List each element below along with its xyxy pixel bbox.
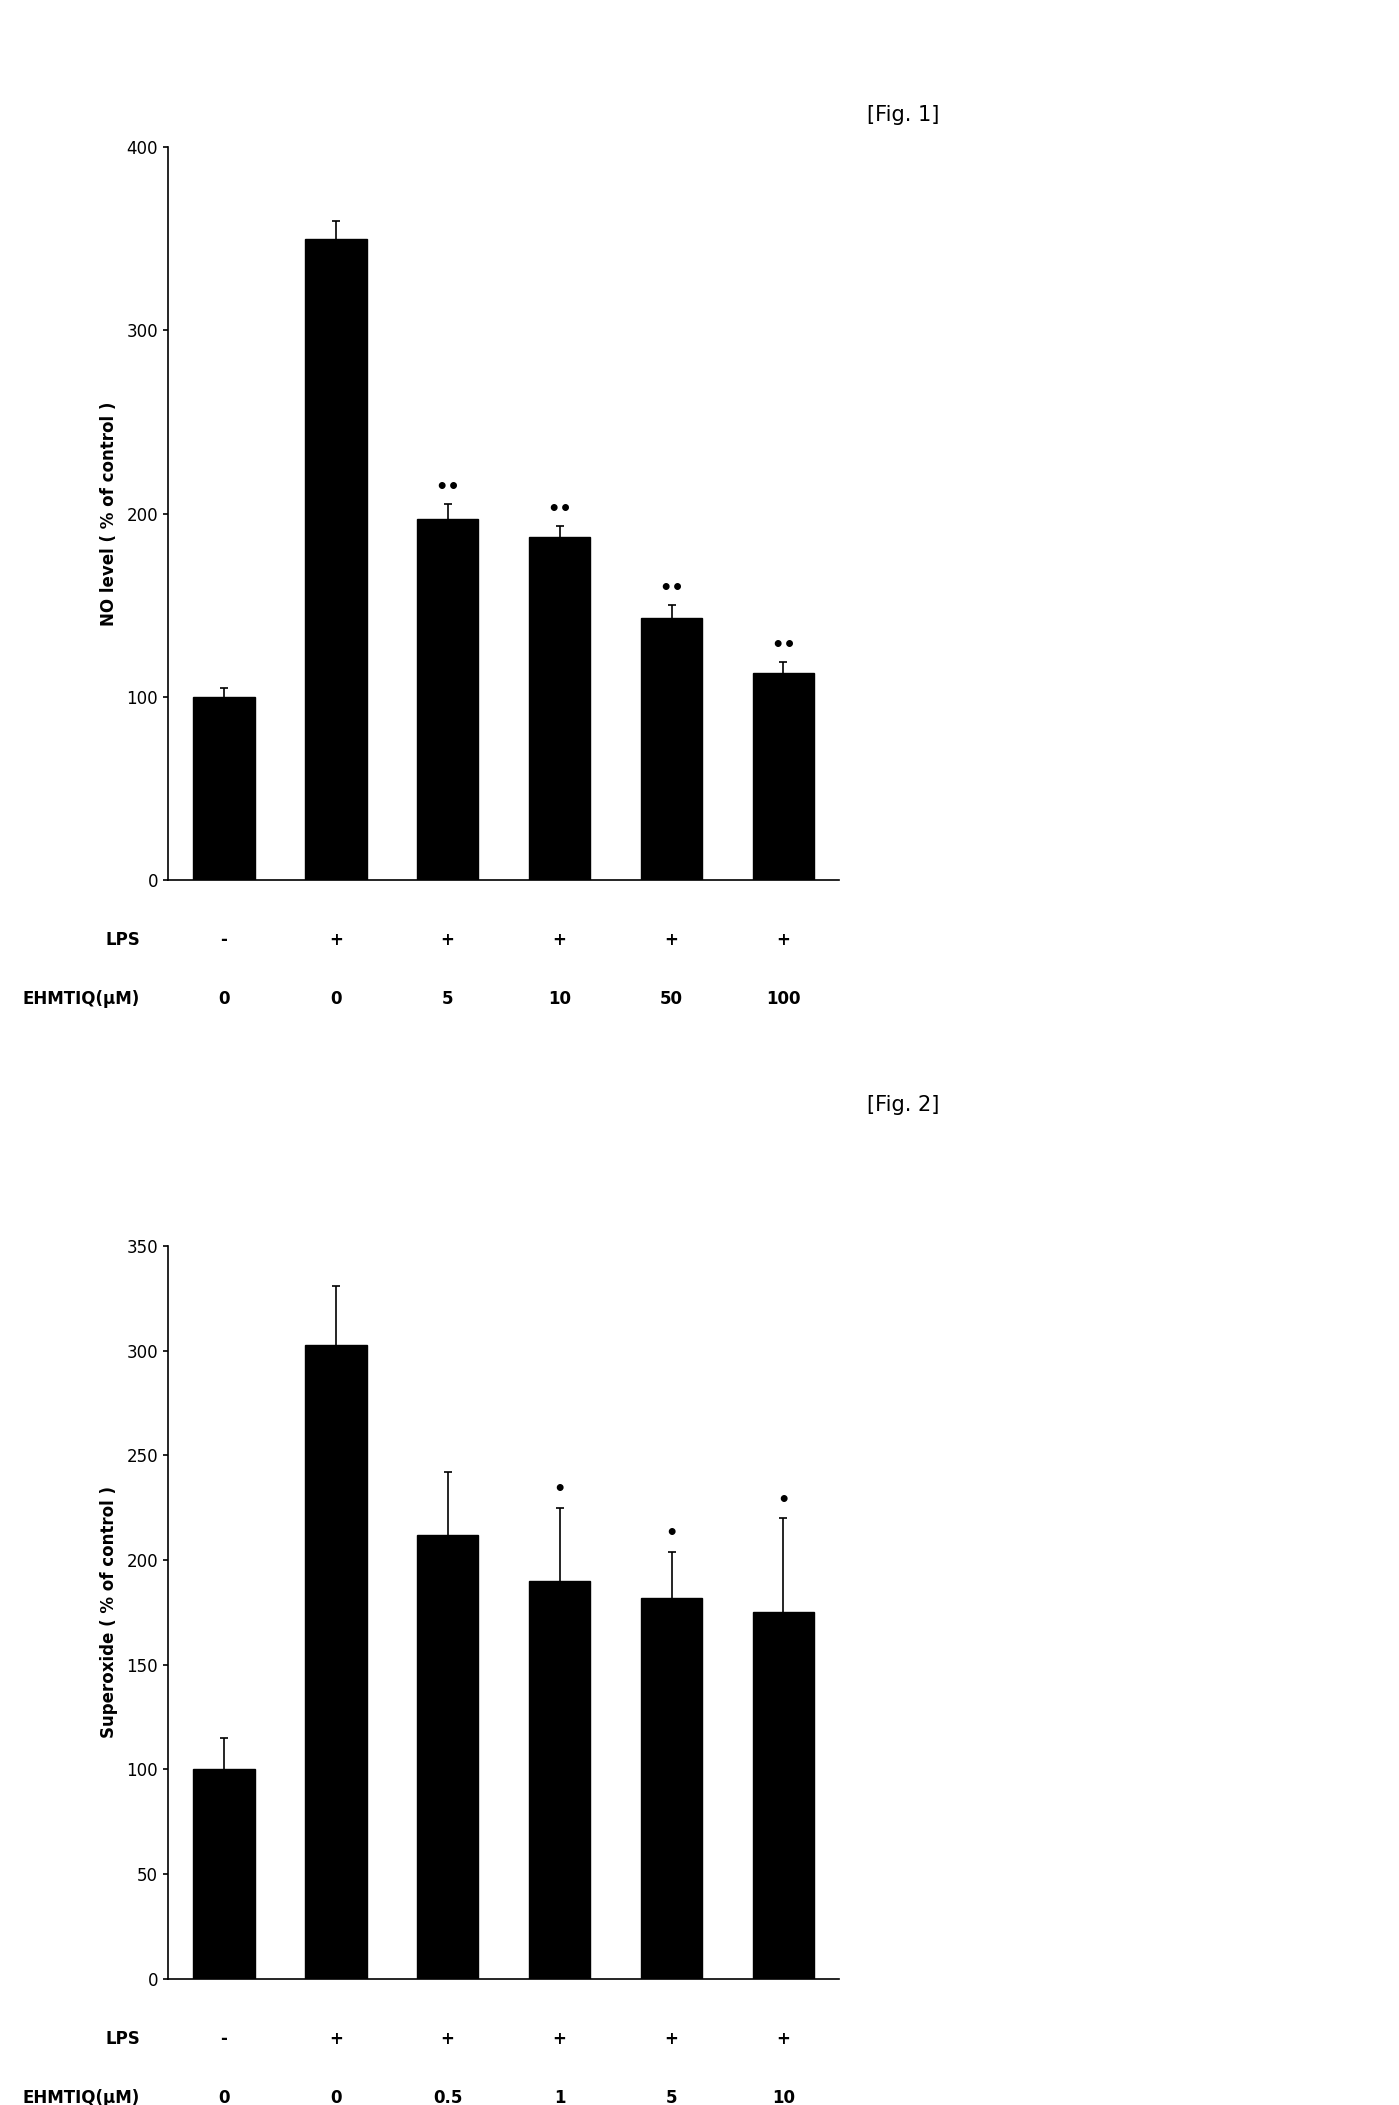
Text: 50: 50 (660, 989, 683, 1008)
Text: 10: 10 (772, 2088, 795, 2105)
Bar (417, 1535, 478, 1979)
Bar (193, 697, 255, 880)
Text: •: • (778, 1490, 789, 1509)
Text: [Fig. 2]: [Fig. 2] (867, 1095, 940, 1116)
Bar (193, 1770, 255, 1979)
Text: +: + (665, 2029, 679, 2048)
Text: -: - (221, 930, 227, 949)
Text: LPS: LPS (105, 2029, 140, 2048)
Text: ••: •• (659, 579, 684, 598)
Text: 0: 0 (330, 989, 341, 1008)
Text: 0: 0 (218, 2088, 229, 2105)
Text: ••: •• (547, 501, 572, 520)
Text: EHMTIQ(μM): EHMTIQ(μM) (22, 2088, 140, 2105)
Text: +: + (441, 2029, 455, 2048)
Y-axis label: NO level ( % of control ): NO level ( % of control ) (101, 402, 118, 625)
Bar (641, 1598, 702, 1979)
Text: -: - (221, 2029, 227, 2048)
Bar (305, 240, 367, 880)
Text: 1: 1 (554, 2088, 565, 2105)
Text: [Fig. 1]: [Fig. 1] (867, 105, 940, 126)
Text: 100: 100 (767, 989, 800, 1008)
Bar (305, 1345, 367, 1979)
Text: •: • (666, 1524, 677, 1543)
Text: +: + (776, 930, 790, 949)
Text: +: + (553, 2029, 567, 2048)
Bar (417, 520, 478, 880)
Text: 10: 10 (548, 989, 571, 1008)
Bar (753, 1612, 814, 1979)
Bar (529, 537, 590, 880)
Text: •: • (554, 1480, 565, 1499)
Text: +: + (776, 2029, 790, 2048)
Y-axis label: Superoxide ( % of control ): Superoxide ( % of control ) (101, 1486, 118, 1739)
Text: +: + (441, 930, 455, 949)
Text: +: + (329, 930, 343, 949)
Text: +: + (665, 930, 679, 949)
Bar (641, 619, 702, 880)
Bar (753, 674, 814, 880)
Text: LPS: LPS (105, 930, 140, 949)
Text: +: + (553, 930, 567, 949)
Text: EHMTIQ(μM): EHMTIQ(μM) (22, 989, 140, 1008)
Text: ••: •• (435, 478, 460, 497)
Text: 5: 5 (442, 989, 453, 1008)
Bar (529, 1581, 590, 1979)
Text: 5: 5 (666, 2088, 677, 2105)
Text: 0: 0 (218, 989, 229, 1008)
Text: ••: •• (771, 636, 796, 655)
Text: 0.5: 0.5 (434, 2088, 462, 2105)
Text: 0: 0 (330, 2088, 341, 2105)
Text: +: + (329, 2029, 343, 2048)
